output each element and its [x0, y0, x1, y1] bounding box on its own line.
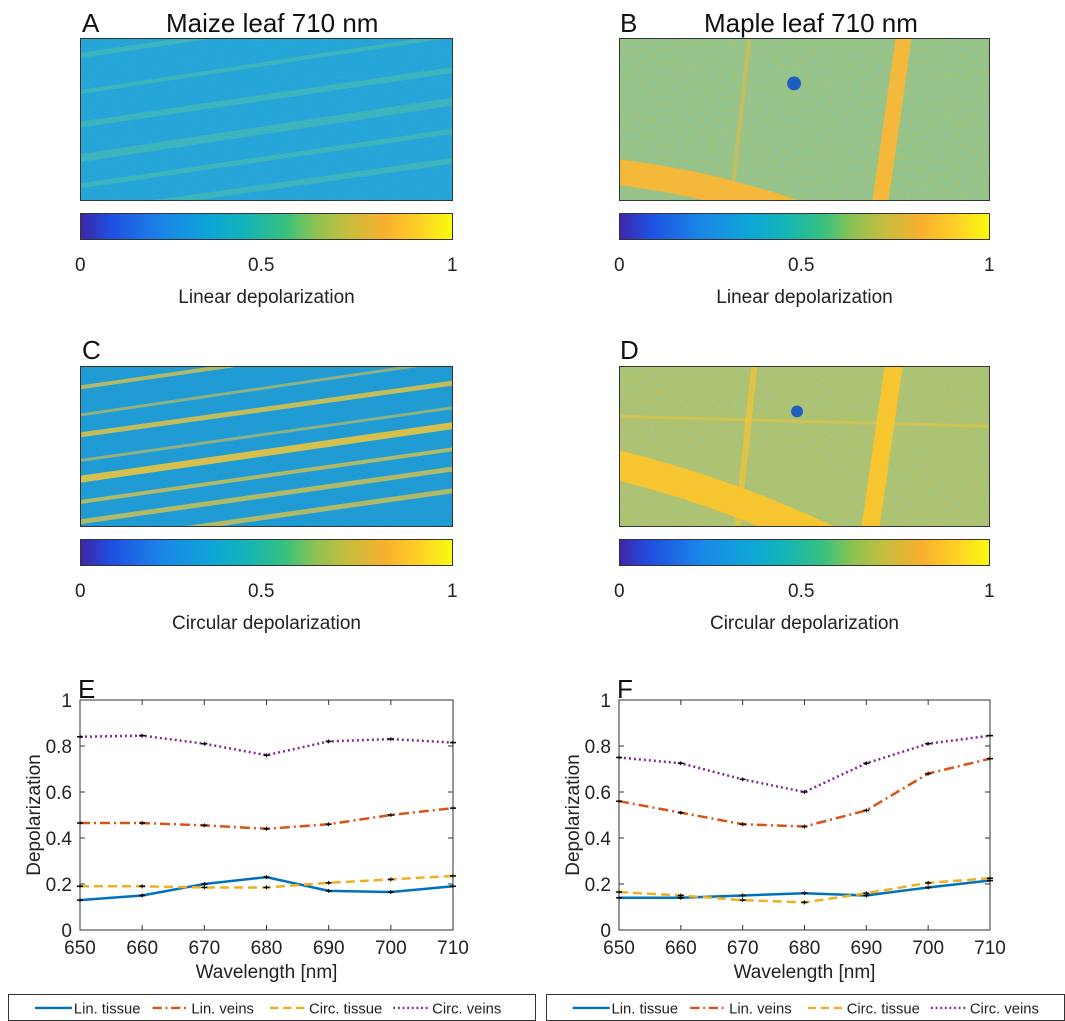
colorbar-b — [619, 213, 990, 240]
y-tick-label: 0.6 — [585, 783, 611, 804]
colorbar-b-label: Linear depolarization — [716, 287, 893, 308]
plot-area — [618, 699, 991, 931]
legend-label-lin_tissue: Lin. tissue — [74, 1002, 141, 1018]
colorbar-b-tick-1: 1 — [984, 255, 995, 276]
y-tick-label: 0.2 — [585, 875, 611, 896]
y-tick-label: 0.6 — [46, 783, 72, 804]
x-tick-label: 660 — [126, 938, 158, 959]
panel-letter-b: B — [620, 8, 638, 38]
panel-letter-f: F — [617, 674, 633, 704]
colorbar-a-tick-0: 0 — [75, 255, 86, 276]
colorbar-d-label: Circular depolarization — [709, 613, 900, 634]
legend-e: Lin. tissue Lin. veins Circ. tissue Circ. v… — [8, 994, 536, 1021]
maize-circular-depolarization-map — [80, 366, 453, 527]
colorbar-c-tick-0: 0 — [75, 581, 86, 602]
x-tick-label: 690 — [850, 938, 882, 959]
y-tick-label: 0.2 — [46, 875, 72, 896]
chart-e: E 650 660 670 680 690 700 710 0 0.2 0.4 0.6 0.8 1 Wave… — [24, 674, 469, 983]
x-tick-label: 700 — [912, 938, 944, 959]
maize-linear-depolarization-map — [80, 38, 453, 201]
x-tick-label: 660 — [665, 938, 697, 959]
colorbar-d — [619, 539, 990, 566]
x-tick-label: 710 — [974, 938, 1006, 959]
y-tick-label: 0.4 — [46, 829, 73, 850]
colorbar-c-tick-05: 0.5 — [248, 581, 275, 602]
image-title-maple: Maple leaf 710 nm — [704, 8, 918, 38]
x-tick-label: 700 — [375, 938, 407, 959]
y-axis-label: Depolarization — [24, 754, 45, 875]
colorbar-a — [80, 213, 453, 240]
y-tick-label: 0.4 — [585, 829, 612, 850]
colorbar-c-tick-1: 1 — [447, 581, 458, 602]
y-tick-label: 0 — [61, 921, 72, 942]
x-tick-label: 670 — [188, 938, 220, 959]
colorbar-a-tick-1: 1 — [447, 255, 458, 276]
x-tick-label: 680 — [251, 938, 283, 959]
chart-f: F 650 660 670 680 690 700 710 0 0.2 0.4 0.6 0.8 1 Wave… — [563, 674, 1006, 983]
colorbar-c-label: Circular depolarization — [171, 613, 362, 634]
legend-f: Lin. tissue Lin. veins Circ. tissue Circ. v… — [546, 994, 1065, 1021]
panel-letter-a: A — [82, 8, 100, 38]
colorbar-d-tick-1: 1 — [984, 581, 995, 602]
colorbar-d-tick-0: 0 — [614, 581, 625, 602]
maple-linear-depolarization-map — [619, 38, 990, 201]
panel-letter-c: C — [82, 335, 101, 365]
x-tick-label: 650 — [64, 938, 96, 959]
panel-letter-d: D — [620, 335, 639, 365]
colorbar-a-tick-05: 0.5 — [248, 255, 275, 276]
y-tick-label: 1 — [61, 691, 72, 712]
x-tick-label: 680 — [789, 938, 821, 959]
panel-letter-e: E — [78, 674, 95, 704]
colorbar-b-tick-0: 0 — [614, 255, 625, 276]
y-axis-label: Depolarization — [563, 754, 584, 875]
legend-label-lin_tissue: Lin. tissue — [612, 1002, 679, 1018]
legend-label-lin_veins: Lin. veins — [729, 1002, 792, 1018]
x-tick-label: 650 — [603, 938, 635, 959]
colorbar-b-tick-05: 0.5 — [788, 255, 815, 276]
legend-label-circ_tissue: Circ. tissue — [309, 1002, 382, 1018]
y-tick-label: 0.8 — [585, 737, 611, 758]
y-tick-label: 1 — [600, 691, 611, 712]
y-tick-label: 0.8 — [46, 737, 72, 758]
maple-circular-depolarization-map — [619, 366, 990, 527]
x-tick-label: 710 — [437, 938, 469, 959]
colorbar-c — [80, 539, 453, 566]
legend-label-circ_tissue: Circ. tissue — [847, 1002, 920, 1018]
colorbar-d-tick-05: 0.5 — [788, 581, 815, 602]
x-axis-label: Wavelength [nm] — [734, 962, 876, 983]
legend-label-circ_veins: Circ. veins — [970, 1002, 1039, 1018]
x-tick-label: 690 — [313, 938, 345, 959]
y-tick-label: 0 — [600, 921, 611, 942]
x-tick-label: 670 — [727, 938, 759, 959]
colorbar-a-label: Linear depolarization — [178, 287, 355, 308]
x-axis-label: Wavelength [nm] — [196, 962, 338, 983]
legend-label-lin_veins: Lin. veins — [191, 1002, 254, 1018]
legend-label-circ_veins: Circ. veins — [432, 1002, 501, 1018]
image-title-maize: Maize leaf 710 nm — [166, 8, 379, 38]
